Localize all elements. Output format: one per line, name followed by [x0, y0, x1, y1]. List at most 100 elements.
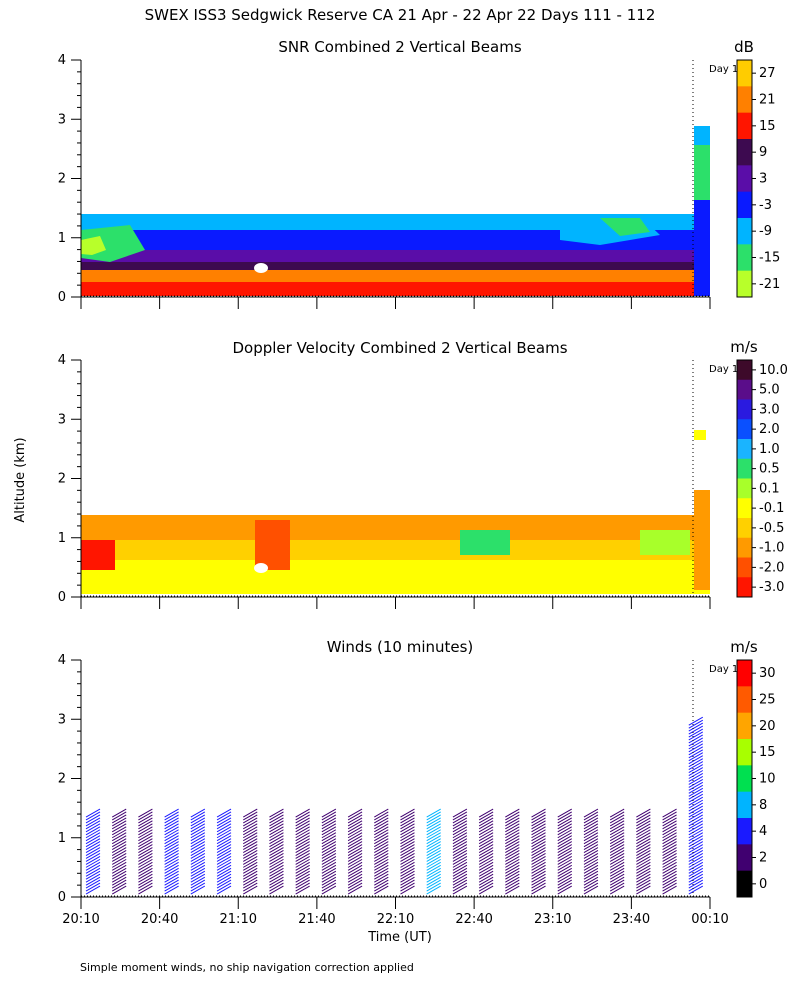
wind-barb — [557, 841, 572, 851]
doppler-night-column-top — [694, 430, 706, 440]
wind-barb — [216, 873, 232, 883]
wind-barb — [531, 876, 546, 886]
colorbar-tick-label: -9 — [759, 224, 772, 239]
wind-barb — [452, 847, 468, 856]
wind-barb — [138, 814, 153, 824]
wind-barb — [478, 861, 494, 871]
x-tick-label: 21:10 — [220, 912, 257, 927]
wind-barb — [557, 811, 572, 821]
wind-barb — [478, 838, 494, 848]
wind-barb — [636, 826, 651, 836]
wind-barb — [400, 882, 415, 892]
y-tick-label: 0 — [58, 290, 66, 305]
wind-barb — [164, 853, 179, 862]
wind-barb — [636, 814, 651, 824]
wind-barb — [583, 861, 599, 871]
wind-barb — [505, 853, 520, 862]
y-tick-label: 3 — [58, 412, 66, 427]
wind-barb — [295, 811, 310, 821]
wind-barb — [295, 855, 310, 865]
colorbar-unit: m/s — [730, 338, 758, 356]
colorbar-unit: dB — [734, 38, 754, 56]
wind-barb — [478, 823, 494, 833]
colorbar-segment — [737, 165, 752, 193]
wind-barb — [269, 826, 284, 836]
wind-barb — [557, 844, 572, 853]
wind-barb — [636, 817, 651, 827]
x-tick-label: 22:10 — [377, 912, 414, 927]
wind-barb — [609, 864, 625, 874]
wind-barb — [557, 870, 572, 880]
wind-barb — [662, 864, 677, 874]
wind-barb — [583, 826, 599, 836]
wind-barb — [374, 817, 389, 827]
wind-barb — [662, 870, 677, 880]
wind-barb — [583, 855, 599, 865]
wind-barb — [243, 808, 258, 818]
wind-barb — [295, 844, 310, 853]
x-tick-label: 23:10 — [534, 912, 571, 927]
wind-barb — [85, 835, 101, 845]
colorbar-unit: m/s — [730, 638, 758, 656]
wind-barb — [269, 835, 284, 845]
wind-barb — [85, 879, 101, 889]
wind-barb — [505, 876, 520, 886]
doppler-patch-red — [81, 540, 115, 570]
wind-barb — [269, 823, 284, 833]
colorbar-segment — [737, 191, 752, 219]
wind-barb — [452, 823, 468, 833]
wind-barb — [243, 885, 258, 895]
wind-barb — [609, 867, 625, 877]
colorbar-tick-label: -2.0 — [759, 560, 784, 575]
wind-barb — [138, 811, 153, 821]
wind-barb — [505, 870, 520, 880]
wind-barb — [111, 858, 127, 868]
wind-barb — [374, 844, 389, 853]
wind-barb — [583, 873, 599, 883]
wind-barb — [583, 817, 599, 827]
wind-barb — [557, 873, 572, 883]
wind-barb — [662, 841, 677, 851]
wind-barb — [688, 716, 704, 726]
wind-barb — [636, 867, 651, 877]
wind-barb — [583, 835, 599, 845]
wind-barb — [190, 808, 206, 818]
wind-barb — [557, 861, 572, 871]
wind-barb — [269, 870, 284, 880]
wind-barb — [583, 870, 599, 880]
snr-colorbar: dB 27 21 15 9 3 -3 -9 -15 -21 — [734, 38, 780, 298]
wind-barb — [216, 832, 232, 842]
wind-barb — [662, 823, 677, 833]
wind-barb — [374, 829, 389, 839]
wind-barb — [426, 858, 441, 868]
wind-barb — [190, 838, 206, 848]
wind-barb — [609, 861, 625, 871]
wind-barb — [138, 838, 153, 848]
wind-barb — [636, 873, 651, 883]
wind-barb — [164, 832, 179, 842]
wind-barb — [85, 858, 101, 868]
wind-barb — [347, 873, 363, 883]
wind-barb — [190, 826, 206, 836]
wind-barb — [478, 832, 494, 842]
wind-barb — [583, 879, 599, 889]
wind-barb — [138, 855, 153, 865]
wind-barb — [85, 870, 101, 880]
wind-barb — [662, 829, 677, 839]
wind-barb — [505, 817, 520, 827]
wind-barb — [85, 820, 101, 830]
wind-barb — [85, 808, 101, 818]
wind-barb — [374, 858, 389, 868]
wind-barb — [557, 876, 572, 886]
wind-barb — [164, 850, 179, 859]
wind-barb — [426, 864, 441, 874]
wind-barb — [216, 817, 232, 827]
wind-barb — [609, 835, 625, 845]
wind-barb — [269, 817, 284, 827]
wind-barb — [295, 861, 310, 871]
wind-barb — [190, 823, 206, 833]
wind-barb — [531, 850, 546, 859]
y-tick-label: 4 — [58, 653, 66, 668]
colorbar-segment — [737, 791, 752, 819]
wind-barb — [688, 867, 704, 877]
